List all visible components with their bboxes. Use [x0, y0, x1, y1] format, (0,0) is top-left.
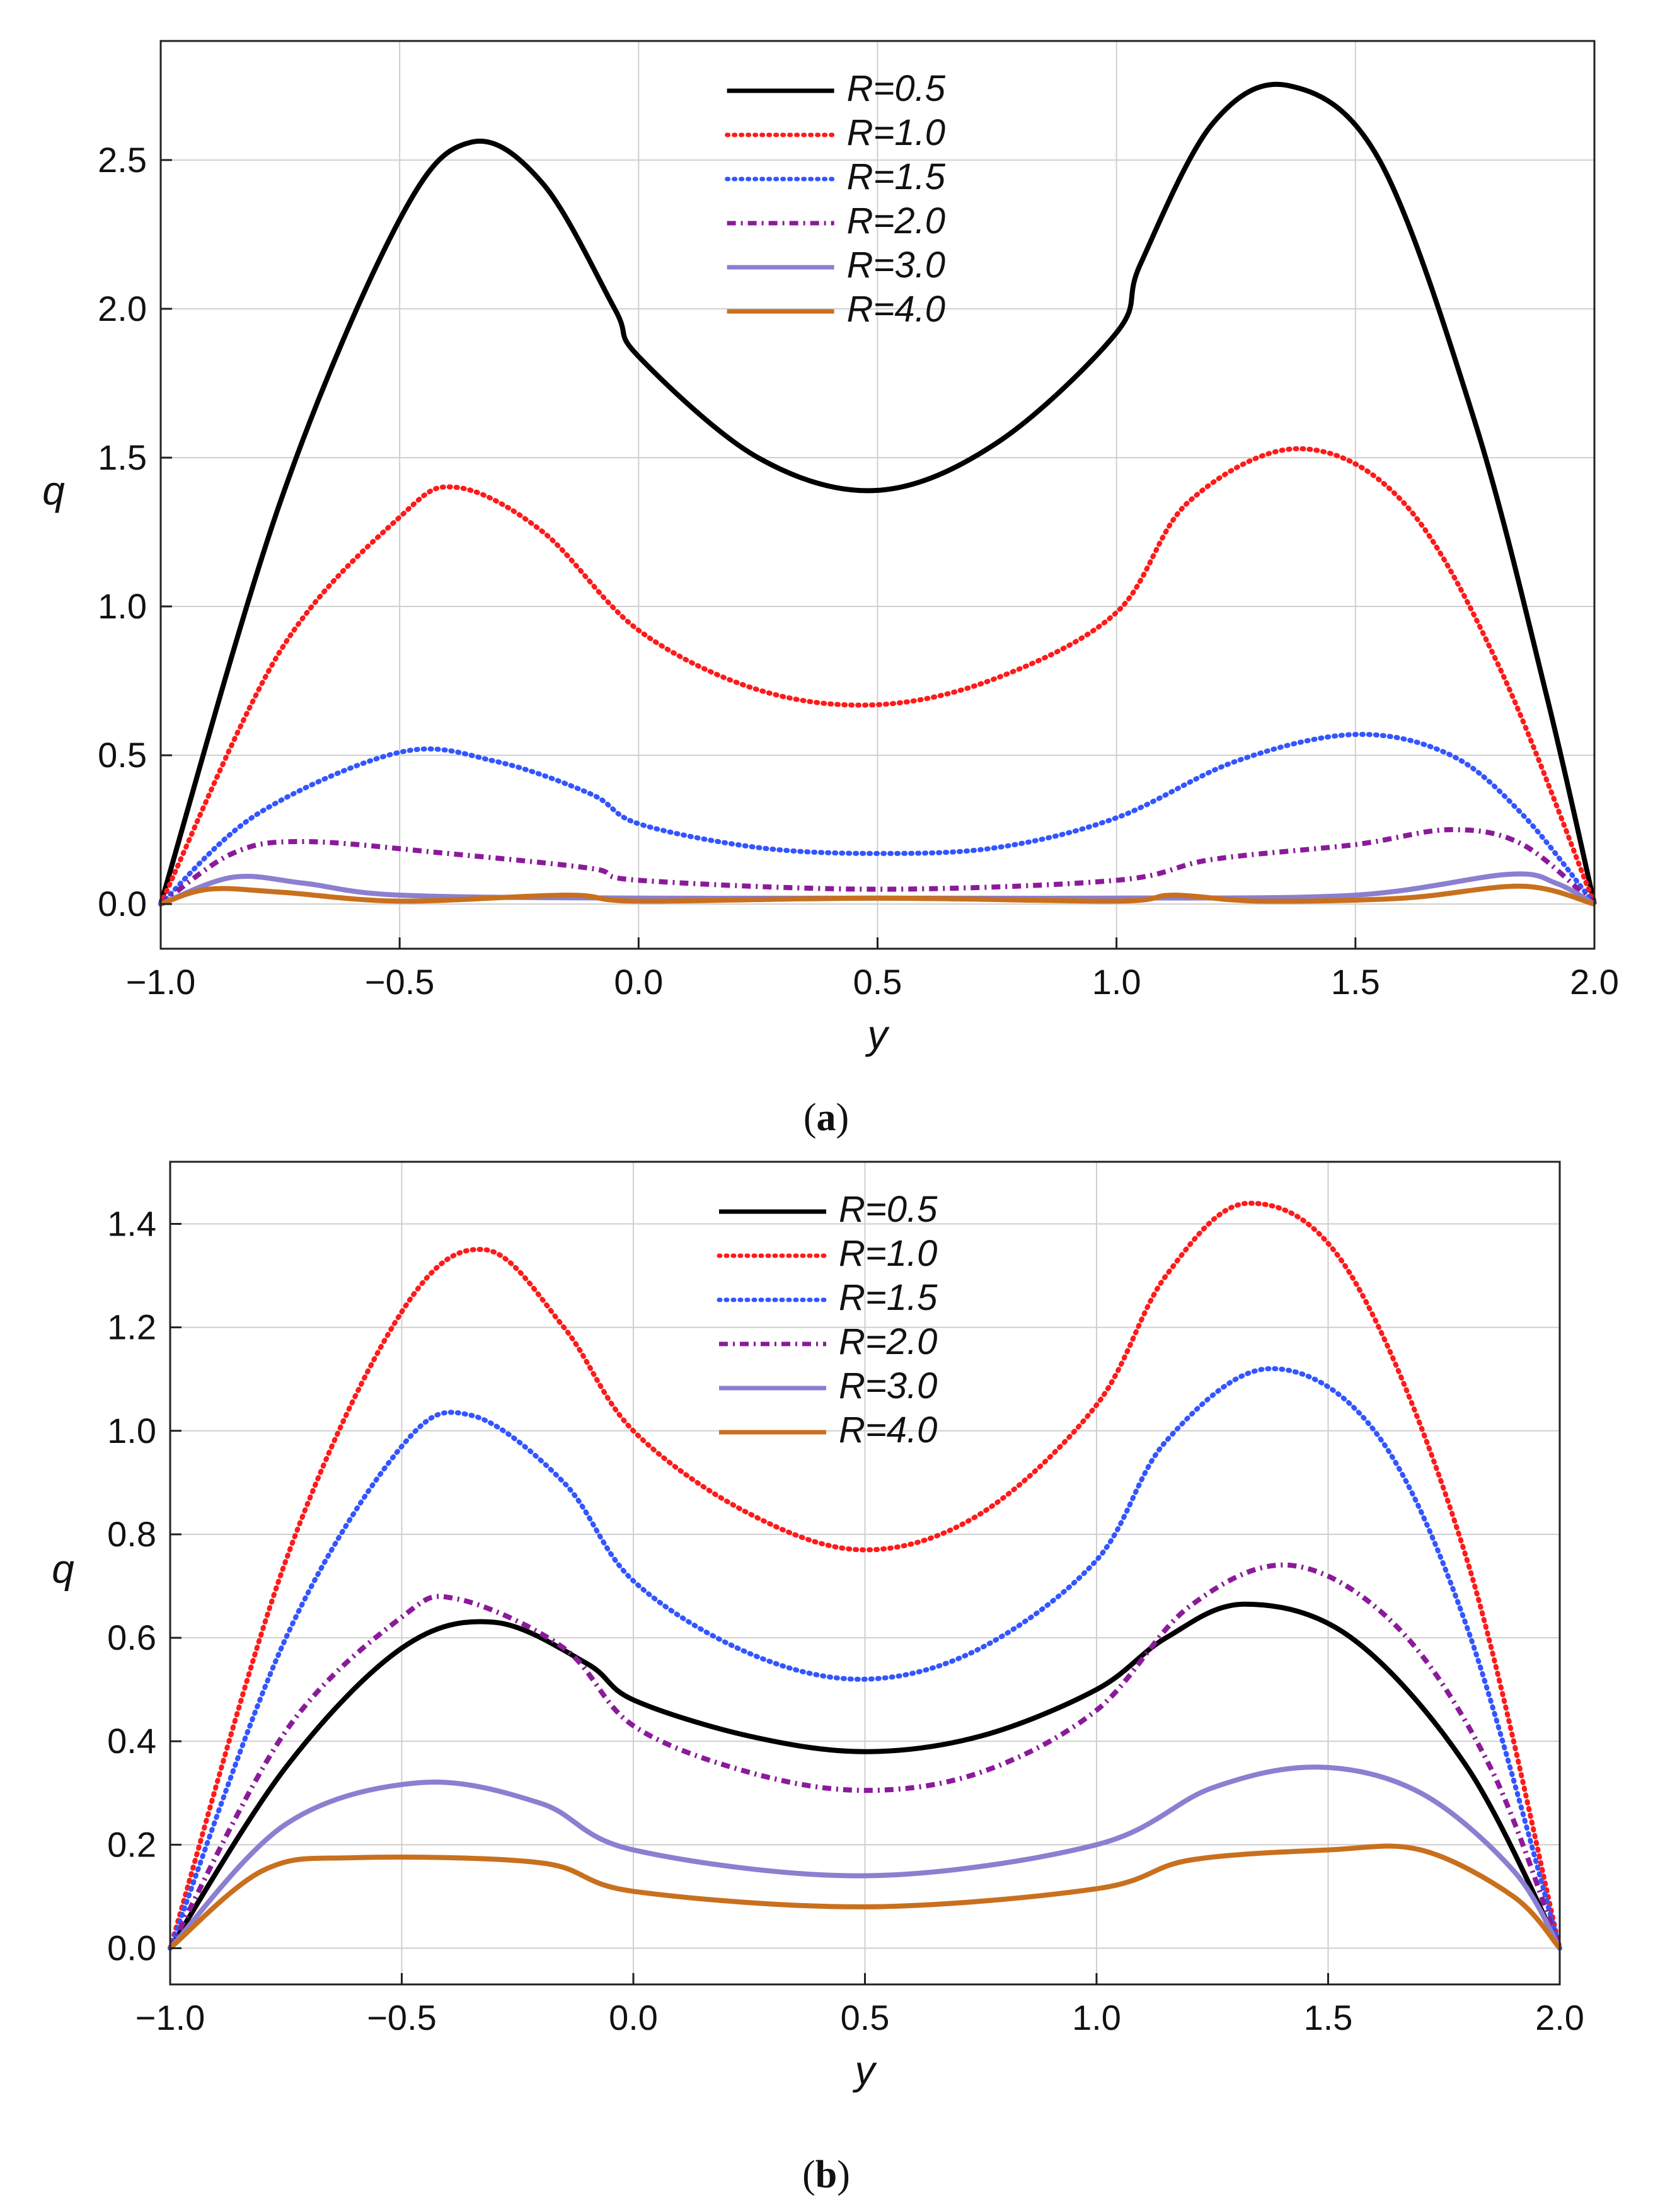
x-tick-label: 0.0 [614, 962, 663, 1002]
x-tick-label: 0.0 [609, 1998, 658, 2037]
series-line-r-1-5 [158, 731, 1597, 907]
caption-b: (b) [802, 2153, 850, 2196]
y-tick-label: 1.2 [107, 1307, 156, 1347]
x-tick-label: 1.5 [1331, 962, 1380, 1002]
y-axis-label-a: q [42, 468, 65, 513]
series-group-a [158, 81, 1597, 907]
y-tick-label: 0.0 [107, 1928, 156, 1968]
legend-label: R=1.0 [839, 1233, 937, 1274]
legend-label: R=1.0 [847, 112, 945, 153]
ticks-b: −1.0 −0.5 0.0 0.5 1.0 1.5 2.0 0.0 0.2 0.4 0.6 0.8 1.… [107, 1203, 1584, 2037]
legend-label: R=1.5 [847, 156, 946, 197]
legend-label: R=4.0 [839, 1410, 937, 1451]
legend-a: R=0.5R=1.0R=1.5R=2.0R=3.0R=4.0 [725, 68, 946, 330]
y-tick-label: 1.5 [98, 437, 147, 477]
series-line-r-2-0 [159, 827, 1596, 906]
legend-label: R=3.0 [839, 1365, 937, 1406]
legend-label: R=3.0 [847, 245, 945, 286]
x-axis-label-a: y [865, 1012, 890, 1057]
y-tick-label: 0.2 [107, 1824, 156, 1864]
series-line-r-2-0 [168, 1562, 1562, 1950]
y-tick-label: 0.6 [107, 1618, 156, 1657]
legend-label: R=0.5 [839, 1189, 938, 1230]
y-tick-label: 0.8 [107, 1514, 156, 1554]
legend-label: R=0.5 [847, 68, 946, 109]
series-line-r-0-5 [158, 81, 1597, 905]
x-tick-label: −1.0 [135, 1998, 205, 2037]
y-tick-label: 1.4 [107, 1203, 156, 1243]
x-tick-label: −1.0 [126, 962, 196, 1002]
x-tick-label: 1.5 [1304, 1998, 1353, 2037]
x-tick-label: 1.0 [1072, 1998, 1121, 2037]
legend-b: R=0.5R=1.0R=1.5R=2.0R=3.0R=4.0 [717, 1189, 938, 1451]
series-line-r-1-5 [168, 1366, 1562, 1951]
series-line-r-1-0 [168, 1200, 1562, 1951]
x-axis-label-b: y [853, 2047, 878, 2093]
caption-letter-a: a [817, 1096, 836, 1139]
series-line-r-4-0 [168, 1843, 1562, 1950]
legend-label: R=4.0 [847, 289, 945, 330]
legend-label: R=1.5 [839, 1277, 938, 1318]
grid-a [160, 41, 1595, 949]
y-axis-label-b: q [52, 1546, 74, 1592]
chart-panel-b: −1.0 −0.5 0.0 0.5 1.0 1.5 2.0 0.0 0.2 0.4 0.6 0.8 1.… [52, 1161, 1584, 2093]
series-line-r-0-5 [168, 1601, 1562, 1950]
caption-letter-b: b [815, 2153, 837, 2196]
chart-panel-a: −1.0 −0.5 0.0 0.5 1.0 1.5 2.0 0.0 0.5 1.0 1.5 2.0 2.… [42, 40, 1619, 1057]
y-tick-label: 1.0 [98, 586, 147, 626]
x-tick-label: 1.0 [1092, 962, 1141, 1002]
series-line-r-4-0 [159, 883, 1596, 907]
series-line-r-1-0 [158, 446, 1597, 907]
y-tick-label: 0.5 [98, 735, 147, 775]
y-tick-label: 0.4 [107, 1721, 156, 1761]
x-tick-label: 0.5 [853, 962, 902, 1002]
y-tick-label: 1.0 [107, 1411, 156, 1451]
y-tick-label: 2.0 [98, 289, 147, 328]
legend-label: R=2.0 [847, 200, 945, 241]
series-group-b [168, 1200, 1562, 1951]
y-tick-label: 2.5 [98, 140, 147, 180]
ticks-a: −1.0 −0.5 0.0 0.5 1.0 1.5 2.0 0.0 0.5 1.0 1.5 2.0 2.… [98, 140, 1619, 1002]
x-tick-label: −0.5 [367, 1998, 437, 2037]
caption-a: (a) [803, 1096, 849, 1139]
series-line-r-3-0 [168, 1764, 1562, 1950]
legend-label: R=2.0 [839, 1321, 937, 1362]
x-tick-label: 0.5 [841, 1998, 890, 2037]
x-tick-label: 2.0 [1535, 1998, 1584, 2037]
y-tick-label: 0.0 [98, 884, 147, 924]
x-tick-label: 2.0 [1570, 962, 1619, 1002]
x-tick-label: −0.5 [365, 962, 435, 1002]
